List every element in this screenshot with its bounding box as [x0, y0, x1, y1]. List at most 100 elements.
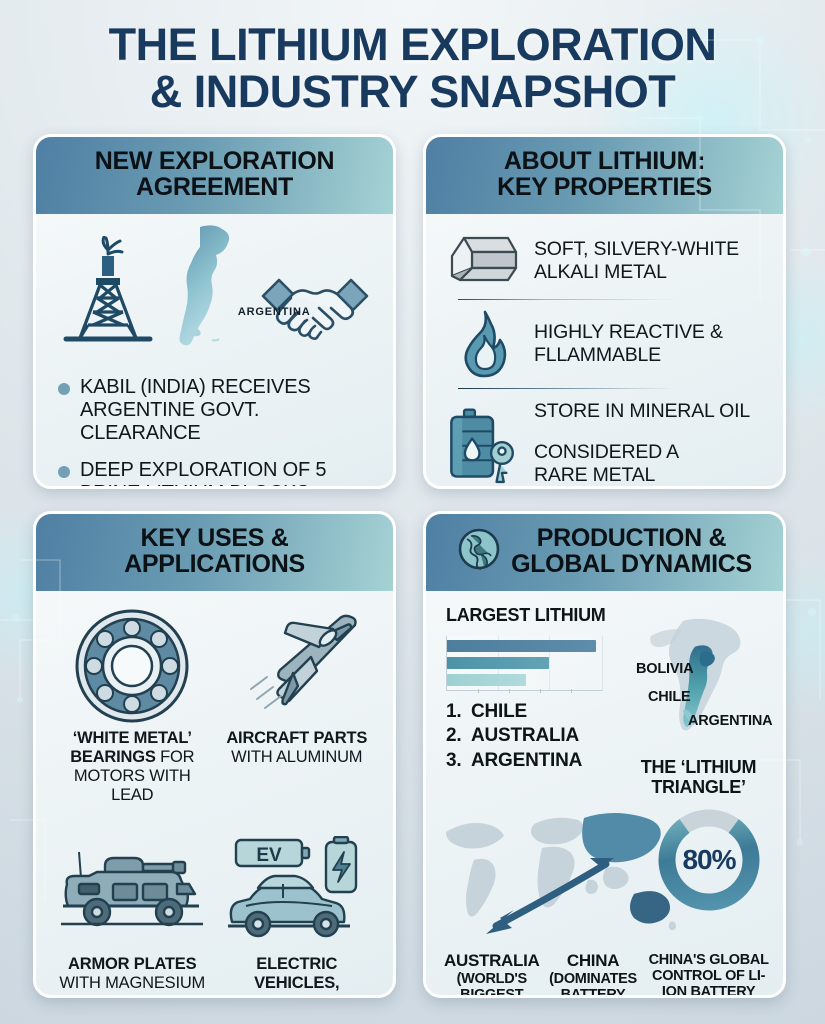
- use-caption-rest: WITH ALUMINUM: [231, 747, 363, 766]
- bullet-text: KABIL (INDIA) RECEIVES ARGENTINE GOVT. C…: [80, 375, 311, 444]
- property-divider: [458, 298, 765, 300]
- world-map-icon: [446, 812, 676, 934]
- metal-ingot-icon: [446, 232, 520, 290]
- bullet-dot-icon: [58, 382, 70, 395]
- producer-rank-list: 1. CHILE 2. AUSTRALIA 3. ARGENTINA: [446, 700, 624, 774]
- globe-icon: [457, 527, 501, 576]
- production-top-row: LARGEST LITHIUM: [442, 603, 773, 798]
- card-body-production: LARGEST LITHIUM: [426, 591, 783, 998]
- argentina-map-label: ARGENTINA: [237, 305, 311, 318]
- card-title-line-1: PRODUCTION &: [536, 523, 727, 552]
- property-row-soft-metal: SOFT, SILVERY-WHITE ALKALI METAL: [446, 232, 765, 290]
- property-line-1: CONSIDERED A: [534, 441, 679, 464]
- caption-china: CHINA (DOMINATES BATTERY PRODUCTION): [544, 950, 643, 998]
- bullet-item: KABIL (INDIA) RECEIVES ARGENTINE GOVT. C…: [58, 376, 377, 445]
- card-new-exploration-agreement: NEW EXPLORATION AGREEMENT: [33, 133, 396, 489]
- rank-number: 1.: [446, 700, 462, 722]
- card-title-line-1: NEW EXPLORATION: [94, 146, 335, 175]
- rank-number: 2.: [446, 725, 462, 747]
- rank-label: ARGENTINA: [471, 749, 583, 771]
- card-title-line-2: KEY PROPERTIES: [497, 173, 712, 202]
- caption-sub: (DOMINATES BATTERY PRODUCTION): [549, 970, 637, 998]
- property-row-storage: STORE IN MINERAL OIL CONSIDERED A RARE M…: [446, 398, 765, 487]
- bullet-dot-icon: [58, 465, 70, 478]
- argentina-map-wrap: ARGENTINA: [160, 221, 310, 354]
- oil-barrel-key-icon: [446, 398, 520, 486]
- bar-chart: [442, 632, 624, 693]
- card-title-line-2: APPLICATIONS: [124, 550, 305, 579]
- property-divider: [458, 387, 765, 389]
- use-caption-rest: FOR MOTORS WITH LEAD: [73, 747, 195, 805]
- lithium-triangle-caption: THE ‘LITHIUM TRIANGLE’: [630, 757, 767, 798]
- property-row-reactive: HIGHLY REACTIVE & FLLAMMABLE: [446, 309, 765, 379]
- rank-label: AUSTRALIA: [471, 725, 579, 747]
- use-caption-bold: ARMOR PLATES: [68, 955, 197, 974]
- rank-label: CHILE: [471, 700, 528, 722]
- production-bottom-row: 80%: [442, 800, 767, 950]
- argentina-map-icon: [179, 224, 230, 345]
- page-title-line-1: THE LITHIUM EXPLORATION: [108, 19, 717, 70]
- page-title-line-2: & INDUSTRY SNAPSHOT: [149, 65, 676, 117]
- bar-chart-plot-area: [446, 635, 603, 693]
- donut-percentage-label: 80%: [682, 843, 736, 875]
- rank-item: 1. CHILE: [446, 700, 624, 725]
- rank-number: 3.: [446, 749, 462, 771]
- flame-icon: [446, 309, 520, 379]
- caption-sub: CHINA'S GLOBAL CONTROL OF LI-ION BATTERY…: [648, 951, 769, 998]
- card-title-line-2: GLOBAL DYNAMICS: [511, 550, 752, 579]
- card-header-production: PRODUCTION & GLOBAL DYNAMICS: [426, 513, 783, 591]
- use-caption-bearings: ‘WHITE METAL’ BEARINGS FOR MOTORS WITH L…: [54, 729, 211, 806]
- properties-list: SOFT, SILVERY-WHITE ALKALI METAL: [442, 226, 767, 487]
- card-production-global-dynamics: PRODUCTION & GLOBAL DYNAMICS LARGEST LIT…: [423, 510, 786, 998]
- bar-australia: [447, 656, 550, 669]
- bar-argentina: [447, 673, 527, 686]
- south-america-map-icon: [650, 618, 741, 731]
- bullet-text: DEEP EXPLORATION OF 5 BRINE LITHIUM BLOC…: [80, 458, 327, 486]
- caption-australia: AUSTRALIA (WORLD'S BIGGEST EXPORTER): [444, 951, 540, 998]
- use-cell-armor: ARMOR PLATES WITH MAGNESIUM: [52, 829, 213, 995]
- use-caption-bold: ELECTRIC VEHICLES, LAPTOPS: [254, 955, 340, 995]
- ball-bearing-icon: [73, 607, 191, 725]
- trade-arrow-icon: [486, 857, 614, 934]
- exploration-bullets: KABIL (INDIA) RECEIVES ARGENTINE GOVT. C…: [52, 376, 377, 486]
- card-title-line-1: KEY USES &: [140, 523, 289, 552]
- map-label-argentina: ARGENTINA: [688, 712, 773, 729]
- property-text-store: STORE IN MINERAL OIL: [534, 400, 750, 423]
- australia-highlight: [630, 891, 670, 924]
- triangle-caption-line-2: TRIANGLE’: [651, 777, 746, 798]
- property-line-2: RARE METAL: [534, 464, 656, 487]
- property-line-2: ALKALI METAL: [534, 260, 667, 283]
- exploration-icon-row: ARGENTINA: [52, 224, 377, 354]
- triangle-caption-line-1: THE ‘LITHIUM: [640, 756, 757, 777]
- card-header-uses: KEY USES & APPLICATIONS: [36, 513, 393, 591]
- card-header-exploration: NEW EXPLORATION AGREEMENT: [36, 136, 393, 214]
- rank-item: 3. ARGENTINA: [446, 749, 624, 774]
- bar-chile: [447, 639, 596, 652]
- use-caption-bold: AIRCRAFT PARTS: [226, 728, 368, 747]
- property-text-soft-metal: SOFT, SILVERY-WHITE ALKALI METAL: [534, 238, 739, 284]
- use-caption-bold: ‘WHITE METAL’ BEARINGS: [70, 728, 192, 766]
- use-caption-ev: ELECTRIC VEHICLES, LAPTOPS (ELECTROCHEMI…: [219, 955, 376, 995]
- card-body-properties: SOFT, SILVERY-WHITE ALKALI METAL: [426, 214, 783, 487]
- property-text-reactive: HIGHLY REACTIVE & FLLAMMABLE: [534, 321, 723, 367]
- property-line-1: SOFT, SILVERY-WHITE: [534, 237, 739, 260]
- use-caption-aircraft: AIRCRAFT PARTS WITH ALUMINUM: [226, 729, 367, 768]
- card-body-exploration: ARGENTINA: [36, 214, 393, 486]
- use-caption-armor: ARMOR PLATES WITH MAGNESIUM: [59, 955, 205, 994]
- caption-sub: (WORLD'S BIGGEST EXPORTER): [456, 970, 528, 998]
- use-cell-aircraft: AIRCRAFT PARTS WITH ALUMINUM: [217, 603, 378, 829]
- largest-lithium-panel: LARGEST LITHIUM: [442, 603, 624, 798]
- map-label-bolivia: BOLIVIA: [636, 660, 694, 677]
- card-header-properties: ABOUT LITHIUM: KEY PROPERTIES: [426, 136, 783, 214]
- bar-chart-title: LARGEST LITHIUM: [446, 604, 606, 625]
- caption-head: CHINA: [566, 950, 620, 970]
- card-body-uses: ‘WHITE METAL’ BEARINGS FOR MOTORS WITH L…: [36, 591, 393, 995]
- oil-rig-icon: [63, 235, 153, 342]
- property-texts-storage: STORE IN MINERAL OIL CONSIDERED A RARE M…: [534, 400, 750, 487]
- china-control-donut: 80%: [655, 806, 763, 914]
- property-line-1: HIGHLY REACTIVE &: [534, 320, 723, 343]
- handshake-icon: [261, 278, 369, 340]
- china-highlight: [582, 812, 661, 863]
- electric-car-icon: EV: [222, 833, 372, 951]
